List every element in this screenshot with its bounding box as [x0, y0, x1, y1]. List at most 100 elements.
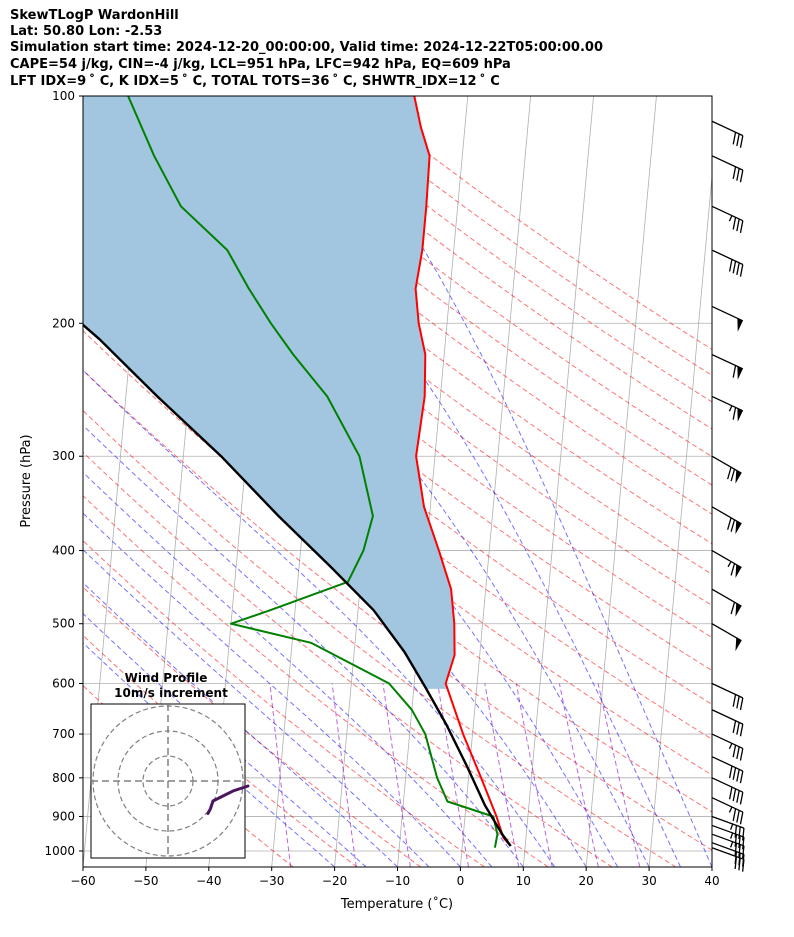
barb-full: [736, 722, 740, 735]
wind-barb: [711, 395, 744, 422]
barb-flag: [737, 408, 743, 422]
x-tick-label: −20: [322, 874, 347, 888]
dry-adiabat-line: [83, 495, 549, 867]
barb-staff: [711, 155, 744, 171]
profile-layer: [83, 96, 512, 848]
y-tick-label: 700: [52, 727, 75, 741]
barb-half: [730, 832, 734, 839]
barb-full: [736, 810, 740, 823]
moist-adiabat-line: [317, 96, 712, 867]
barb-flag: [737, 366, 743, 380]
barb-full: [728, 765, 733, 779]
wind-barb: [711, 205, 744, 233]
title-times: Simulation start time: 2024-12-20_00:00:…: [10, 40, 603, 55]
dry-adiabat-line: [83, 634, 358, 867]
barb-staff: [711, 824, 745, 838]
wind-barb: [711, 824, 745, 850]
dry-adiabat-line: [255, 96, 712, 430]
barb-staff: [711, 833, 745, 847]
parcel-path-line: [83, 323, 512, 847]
mixing-ratio-line: [382, 683, 411, 867]
barb-staff: [711, 682, 744, 699]
mixing-ratio-line: [269, 683, 292, 867]
barb-full: [736, 696, 740, 709]
barb-staff: [711, 709, 744, 725]
barb-full: [739, 170, 744, 183]
barb-full: [734, 825, 738, 838]
barb-full: [739, 264, 744, 277]
barb-full: [727, 517, 732, 530]
barb-full: [739, 811, 744, 825]
x-tick-label: 40: [704, 874, 719, 888]
wind-barb: [711, 588, 742, 617]
barb-flag: [737, 318, 743, 332]
barb-full: [742, 837, 745, 850]
x-axis-ticks: −60 −50 −40 −30 −20 −10 0 10 20 30 40: [70, 867, 720, 888]
barb-full: [736, 218, 740, 232]
dry-adiabat-line: [83, 409, 677, 867]
x-axis-label: Temperature (˚C): [340, 896, 453, 912]
barb-flag: [735, 603, 742, 617]
cape-fill-layer: [83, 96, 455, 689]
moist-adiabat-line: [83, 549, 430, 867]
moist-adiabat-line: [83, 369, 556, 867]
barb-full: [727, 467, 732, 480]
dry-adiabat-line: [223, 96, 712, 458]
title-location: Lat: 50.80 Lon: -2.53: [10, 24, 163, 39]
barb-full: [736, 746, 740, 759]
y-tick-label: 300: [52, 449, 75, 463]
isotherm-line: [585, 96, 657, 867]
barb-full: [736, 168, 740, 181]
moist-adiabat-line: [175, 96, 681, 867]
x-tick-label: 30: [641, 874, 656, 888]
barb-flag: [735, 637, 742, 652]
barb-full: [732, 217, 737, 230]
barb-full: [732, 166, 737, 180]
barb-full: [732, 808, 737, 821]
cape-area: [83, 96, 455, 689]
isotherm-line: [522, 96, 594, 867]
mixing-ratio-line: [558, 683, 599, 867]
barb-staff: [711, 842, 745, 855]
mixing-ratio-line: [597, 683, 641, 867]
x-tick-label: 0: [457, 874, 465, 888]
barb-half: [730, 841, 734, 848]
title-indices: LFT IDX=9 ˚ C, K IDX=5 ˚ C, TOTAL TOTS=3…: [10, 74, 500, 89]
x-tick-label: −40: [196, 874, 221, 888]
barb-full: [738, 826, 741, 840]
barb-full: [730, 519, 736, 532]
x-tick-label: −50: [133, 874, 158, 888]
hodograph-subtitle: 10m/s increment: [114, 686, 228, 700]
barb-full: [739, 723, 744, 737]
wind-barb: [711, 756, 744, 784]
barb-full: [732, 132, 737, 145]
mixing-ratio-line: [484, 683, 520, 867]
wind-barb: [711, 305, 744, 332]
barb-full: [728, 259, 733, 272]
y-tick-label: 800: [52, 771, 75, 785]
barb-staff: [711, 455, 742, 474]
barb-staff: [711, 733, 744, 750]
mixing-ratio-line: [331, 683, 357, 867]
barb-full: [734, 834, 738, 847]
wind-barb: [711, 623, 742, 652]
wind-barb: [711, 249, 744, 277]
barb-staff: [711, 847, 745, 860]
barb-full: [736, 262, 740, 276]
wind-barb: [711, 709, 744, 737]
wind-barb: [711, 777, 744, 805]
wind-barb: [711, 120, 744, 148]
barb-full: [732, 767, 737, 780]
barb-flag: [735, 470, 742, 484]
y-tick-label: 100: [52, 89, 75, 103]
x-tick-label: −60: [70, 874, 95, 888]
barb-staff: [711, 815, 745, 829]
barb-full: [739, 792, 744, 805]
barb-full: [730, 469, 736, 482]
barb-full: [730, 601, 736, 615]
dry-adiabat-line: [158, 96, 712, 515]
wind-barb: [711, 155, 744, 183]
barb-half: [728, 215, 733, 222]
barb-full: [732, 407, 737, 420]
